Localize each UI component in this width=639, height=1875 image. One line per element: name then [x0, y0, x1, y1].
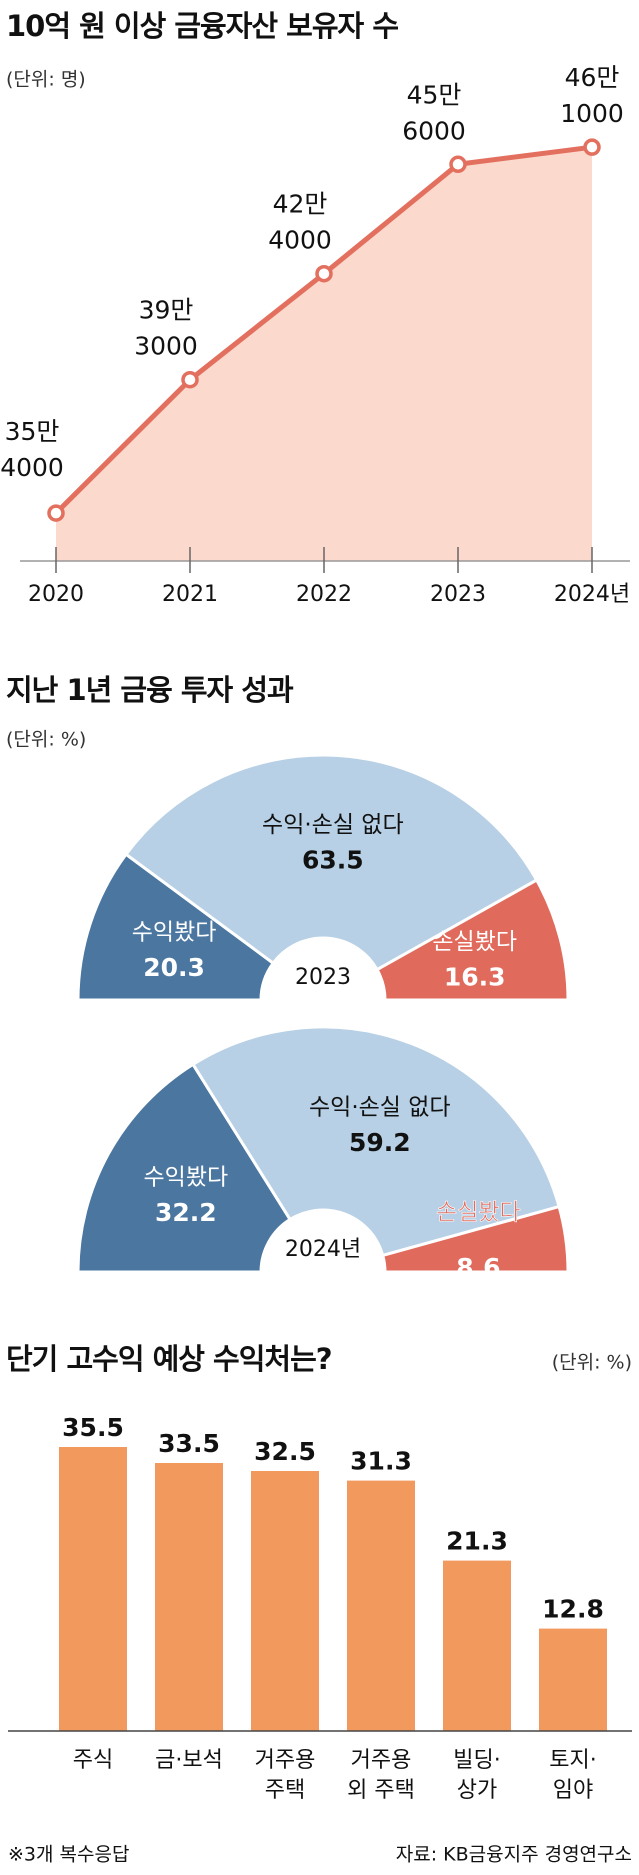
marker: [583, 138, 601, 156]
value-label: 39만 3000: [134, 296, 198, 361]
wedge: [190, 1025, 561, 1258]
category-label: 손실봤다: [436, 1199, 521, 1225]
x-tick-label: 2020: [28, 582, 84, 607]
category-label: 수익봤다: [132, 919, 217, 945]
x-tick-label: 금·보석: [155, 1748, 223, 1773]
value-label: 16.3: [444, 962, 506, 991]
value-label: 12.8: [542, 1595, 604, 1624]
chart-title: 10억 원 이상 금융자산 보유자 수: [6, 9, 398, 43]
value-label: 20.3: [143, 953, 205, 982]
value-label: 35만 4000: [0, 417, 64, 482]
bar: [155, 1463, 223, 1731]
area: [56, 147, 592, 561]
marker: [315, 264, 333, 283]
wedge: [76, 852, 276, 1002]
bar: [539, 1628, 607, 1731]
source: 자료: KB금융지주 경영연구소: [396, 1844, 632, 1866]
chart-subtitle: (단위: %): [552, 1352, 632, 1374]
category-label: 수익·손실 없다: [309, 1094, 451, 1120]
chart-subtitle: (단위: %): [6, 729, 86, 751]
value-label: 32.2: [155, 1198, 217, 1227]
x-tick-label: 주식: [73, 1748, 113, 1773]
value-label: 42만 4000: [268, 190, 332, 255]
bar: [251, 1471, 319, 1731]
x-tick-label: 거주용 외 주택: [347, 1748, 415, 1803]
value-label: 63.5: [302, 846, 364, 875]
x-tick-label: 2022: [296, 582, 352, 607]
bar: [443, 1560, 511, 1731]
value-label: 21.3: [446, 1527, 508, 1556]
wedge: [380, 1204, 570, 1274]
wedge: [76, 1062, 293, 1274]
value-label: 45만 6000: [402, 80, 466, 145]
value-label: 33.5: [158, 1429, 220, 1458]
value-label: 8.6: [456, 1253, 500, 1282]
value-label: 46만 1000: [560, 63, 624, 128]
bar: [59, 1447, 127, 1731]
category-label: 수익봤다: [144, 1165, 229, 1191]
chart-title: 단기 고수익 예상 수익처는?: [6, 1342, 332, 1376]
x-tick-label: 2021: [162, 582, 218, 607]
category-label: 손실봤다: [432, 929, 517, 955]
value-label: 35.5: [62, 1413, 124, 1442]
footnote: ※3개 복수응답: [8, 1844, 129, 1866]
x-tick-label: 빌딩· 상가: [453, 1748, 500, 1803]
center-label: 2024년: [285, 1237, 361, 1262]
bar: [347, 1480, 415, 1731]
center-label: 2023: [295, 965, 351, 990]
x-tick-label: 2023: [430, 582, 486, 607]
wedge: [375, 878, 570, 1002]
marker: [181, 370, 199, 389]
x-tick-label: 거주용 주택: [255, 1748, 316, 1803]
x-tick-label: 토지· 임야: [549, 1748, 596, 1803]
value-label: 32.5: [254, 1437, 316, 1466]
wedge: [123, 753, 539, 972]
chart-title: 지난 1년 금융 투자 성과: [6, 673, 294, 707]
category-label: 수익·손실 없다: [262, 812, 404, 838]
value-label: 31.3: [350, 1447, 412, 1476]
marker: [449, 155, 467, 174]
x-tick-label: 2024년: [554, 582, 630, 607]
marker: [47, 504, 65, 522]
chart-subtitle: (단위: 명): [6, 69, 86, 91]
value-label: 59.2: [349, 1128, 411, 1157]
